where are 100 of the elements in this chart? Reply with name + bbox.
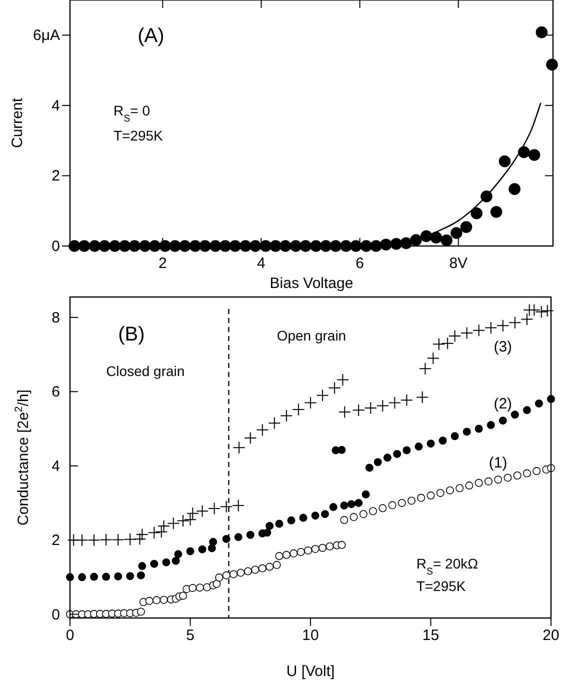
x-tick-label: 6 xyxy=(356,255,364,272)
point xyxy=(155,526,168,538)
point xyxy=(186,507,199,520)
x-axis-title: Bias Voltage xyxy=(270,275,354,292)
point xyxy=(496,319,510,332)
point xyxy=(508,316,522,329)
point xyxy=(520,313,534,326)
point xyxy=(340,502,348,510)
point xyxy=(256,424,269,436)
point xyxy=(354,498,363,507)
point xyxy=(176,514,190,528)
point xyxy=(329,503,338,512)
y-tick-label: 4 xyxy=(52,97,60,114)
y-tick-label: 4 xyxy=(52,458,60,475)
point xyxy=(136,571,145,580)
point xyxy=(328,382,341,394)
x-tick-label: 8V xyxy=(449,255,468,272)
x-axis-title: U [Volt] xyxy=(286,663,335,680)
annotation: T=295K xyxy=(113,127,164,144)
point xyxy=(114,572,122,580)
point xyxy=(246,530,254,539)
point xyxy=(522,406,531,414)
point xyxy=(162,558,170,566)
point xyxy=(174,550,182,558)
point xyxy=(450,432,459,440)
point xyxy=(440,234,452,246)
y-tick-label: 6 xyxy=(52,384,60,401)
point xyxy=(402,446,411,454)
annotation: R$_{S}$= 0 xyxy=(113,102,150,124)
x-tick-label: 15 xyxy=(422,627,440,644)
point xyxy=(430,232,442,244)
point xyxy=(172,556,180,565)
point xyxy=(338,446,346,454)
point xyxy=(365,464,374,472)
point xyxy=(126,572,134,580)
point xyxy=(450,227,462,239)
point xyxy=(418,362,432,375)
point xyxy=(388,396,401,410)
point xyxy=(374,458,382,466)
point xyxy=(534,400,543,408)
point xyxy=(508,183,520,195)
point xyxy=(498,416,507,425)
point xyxy=(460,326,474,340)
point xyxy=(184,513,197,526)
point xyxy=(393,450,402,458)
annotation: (A) xyxy=(138,24,164,47)
point xyxy=(150,560,158,568)
x-tick-label: 10 xyxy=(302,627,319,644)
point xyxy=(266,522,274,530)
annotation: Closed grain xyxy=(106,362,185,379)
point xyxy=(510,410,519,419)
point xyxy=(364,402,377,414)
point xyxy=(441,337,454,350)
point xyxy=(112,533,124,546)
y-tick-label: 6μA xyxy=(33,27,60,44)
point xyxy=(462,428,471,436)
y-tick-label: 0 xyxy=(52,606,60,624)
point xyxy=(220,500,233,513)
point xyxy=(535,306,548,318)
point xyxy=(209,538,218,546)
point xyxy=(90,572,98,581)
point xyxy=(528,149,540,161)
point xyxy=(158,520,170,532)
point xyxy=(320,510,329,518)
point xyxy=(100,533,112,546)
point xyxy=(232,441,246,454)
point xyxy=(347,500,356,508)
point xyxy=(222,534,230,543)
x-tick-label: 0 xyxy=(66,627,74,644)
y-tick-label: 8 xyxy=(52,309,60,326)
point xyxy=(304,396,317,410)
point xyxy=(546,58,558,71)
point xyxy=(498,155,511,168)
point xyxy=(133,532,146,546)
point xyxy=(470,207,483,220)
y-tick-label: 0 xyxy=(52,238,60,255)
point xyxy=(362,490,370,498)
point xyxy=(338,406,351,418)
annotation: (B) xyxy=(118,324,145,346)
point xyxy=(438,436,447,445)
point xyxy=(287,516,296,524)
point xyxy=(102,572,110,581)
annotation: T=295K xyxy=(416,578,466,594)
point xyxy=(196,504,209,518)
x-tick-label: 20 xyxy=(542,627,560,644)
point xyxy=(490,206,502,218)
annotation: R$_{S}$= 20kΩ xyxy=(416,555,478,577)
point xyxy=(208,502,221,515)
point xyxy=(432,338,446,350)
point xyxy=(311,512,320,520)
point xyxy=(198,545,206,554)
point xyxy=(448,330,462,342)
annotation: Open grain xyxy=(276,328,346,344)
point xyxy=(136,528,148,541)
point xyxy=(148,526,160,539)
point xyxy=(244,432,257,444)
point xyxy=(232,499,245,512)
point xyxy=(336,373,349,386)
point xyxy=(541,304,554,317)
point xyxy=(263,528,272,537)
